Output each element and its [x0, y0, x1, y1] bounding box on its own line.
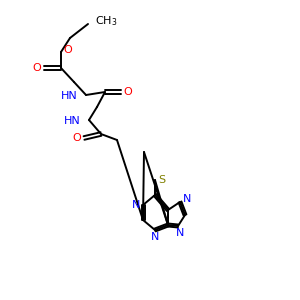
Text: N: N — [183, 194, 191, 204]
Text: HN: HN — [61, 91, 78, 101]
Text: N: N — [132, 200, 140, 210]
Text: S: S — [158, 175, 166, 185]
Text: O: O — [33, 63, 41, 73]
Text: O: O — [124, 87, 132, 97]
Text: N: N — [151, 232, 159, 242]
Text: HN: HN — [64, 116, 81, 126]
Text: CH$_3$: CH$_3$ — [95, 14, 118, 28]
Text: O: O — [73, 133, 81, 143]
Text: O: O — [64, 45, 72, 55]
Text: N: N — [176, 228, 184, 238]
